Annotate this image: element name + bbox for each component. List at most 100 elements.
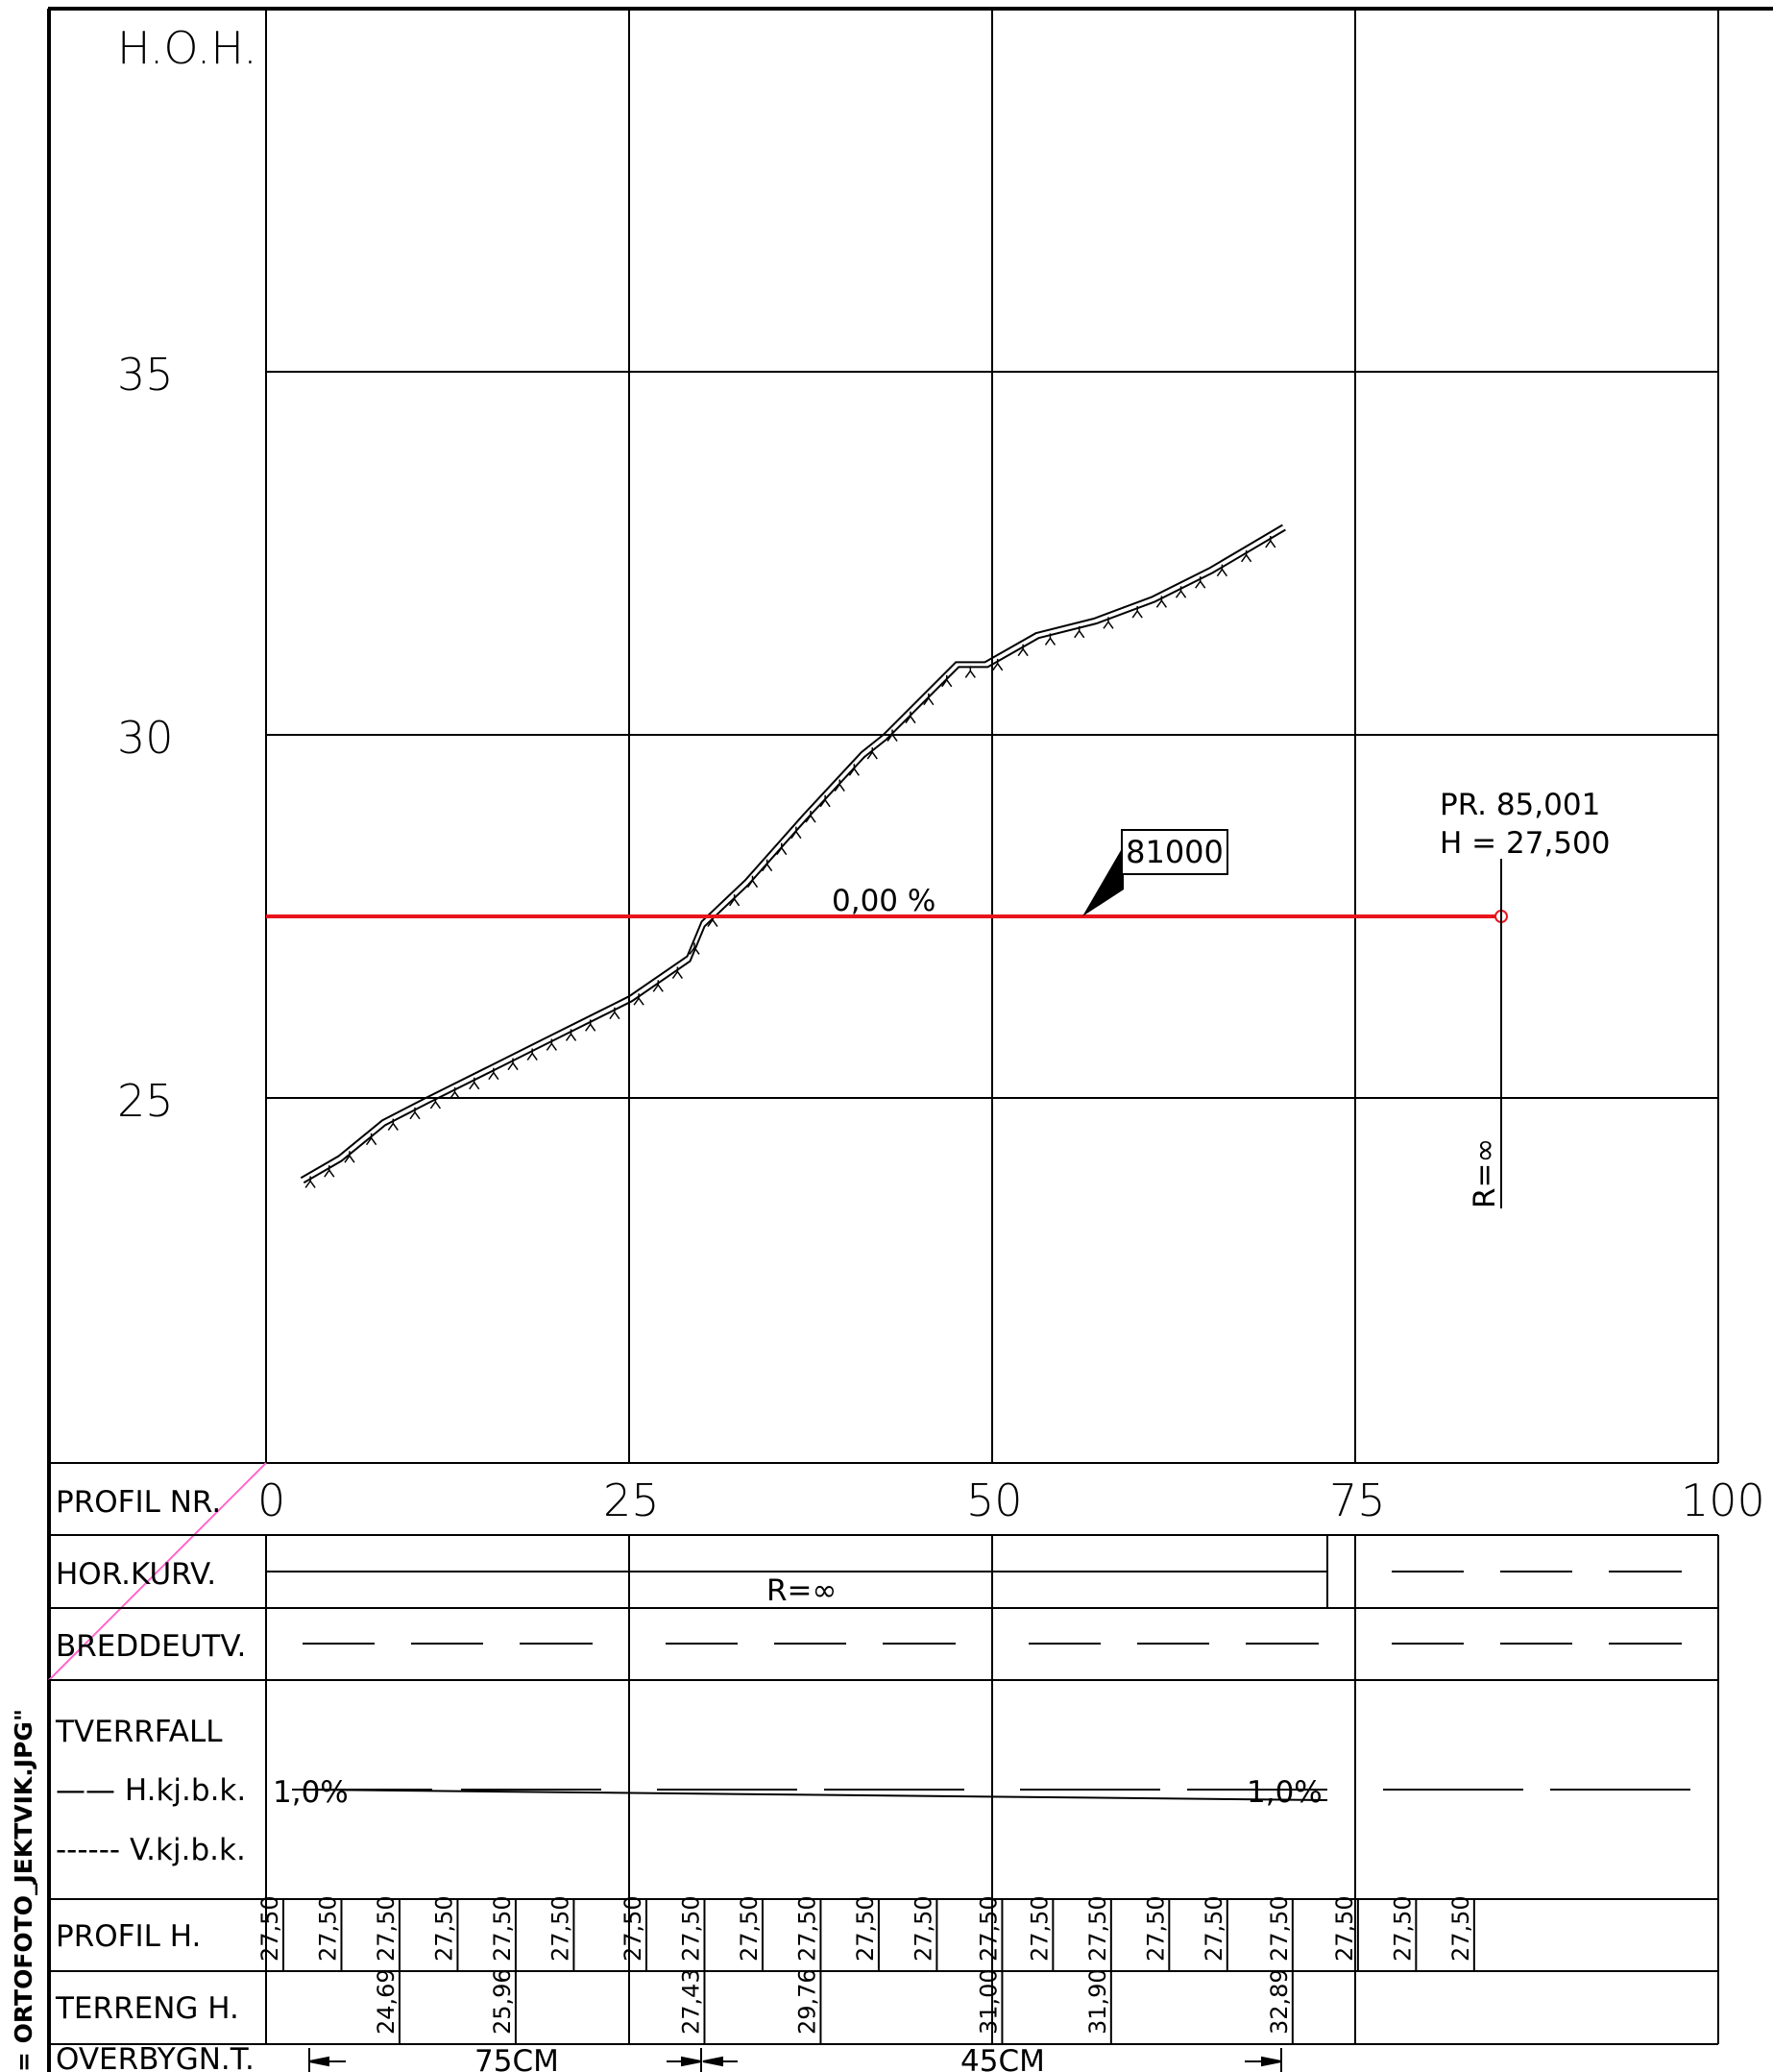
row-label-vkj: ------ V.kj.b.k.: [56, 1833, 246, 1867]
grade-label: 0,00 %: [832, 884, 935, 918]
terrain-hatch-tick: [805, 811, 816, 823]
terreng-h-value: 29,76: [793, 1968, 820, 2035]
terrain-hatch-tick: [429, 1096, 442, 1109]
terrain-profile: [300, 524, 1286, 1188]
profil-h-value: 27,50: [1084, 1895, 1111, 1962]
band-table: [49, 1534, 1719, 2045]
terrain-hatch-tick: [1074, 625, 1085, 639]
terrain-hatch-tick: [507, 1058, 519, 1071]
terrain-hatch-tick: [526, 1048, 538, 1060]
terrain-hatch-tick: [1017, 644, 1029, 657]
terreng-h-value: 27,43: [677, 1968, 704, 2035]
profil-h-value: 27,50: [373, 1895, 400, 1962]
terreng-h-values: 24,69 25,96 27,43 29,76 31,00 31,90 32,89: [373, 1968, 1294, 2044]
row-label-hor-kurv: HOR.KURV.: [56, 1557, 216, 1592]
overbygn-left-label: 75CM: [474, 2044, 559, 2072]
profil-h-values: 27,50 27,50 27,50 27,50 27,50 27,50 27,50 27,50…: [256, 1895, 1475, 1971]
hor-radius-label: R=∞: [766, 1573, 837, 1608]
terrain-hatch-tick: [469, 1077, 480, 1090]
terreng-h-value: 31,90: [1084, 1968, 1111, 2035]
terrain-hatch-tick: [819, 794, 831, 808]
row-label-terreng-h: TERRENG H.: [55, 1991, 239, 2026]
pr-station-label: PR. 85,001: [1440, 788, 1600, 822]
profil-h-value: 27,50: [489, 1895, 516, 1962]
terrain-hatch-tick: [834, 779, 845, 792]
terrain-hatch-tick: [609, 1007, 620, 1020]
terrain-hatch-tick: [905, 711, 916, 724]
terrain-hatch-tick: [866, 747, 878, 760]
terrain-hatch-tick: [324, 1165, 335, 1178]
tag-label: 81000: [1126, 834, 1224, 870]
y-tick-35: 35: [117, 349, 174, 401]
terrain-hatch-tick: [671, 966, 684, 979]
profil-h-value: 27,50: [1201, 1895, 1227, 1962]
terrain-hatch-tick: [344, 1151, 355, 1163]
terrain-hatch-tick: [366, 1133, 377, 1146]
x-tick-100: 100: [1681, 1475, 1765, 1526]
profil-h-value: 27,50: [1331, 1895, 1358, 1962]
row-label-breddeutv: BREDDEUTV.: [56, 1629, 246, 1664]
row-label-tverrfall: TVERRFALL: [55, 1715, 223, 1749]
y-tick-25: 25: [117, 1075, 174, 1127]
terrain-hatch-tick: [585, 1019, 596, 1032]
terrain-hatch-tick: [488, 1067, 499, 1081]
terreng-h-value: 24,69: [373, 1968, 400, 2035]
profil-h-value: 27,50: [619, 1895, 646, 1962]
terrain-hatch-tick: [992, 658, 1004, 671]
profil-h-value: 27,50: [546, 1895, 573, 1962]
overbygn-right-label: 45CM: [960, 2044, 1045, 2072]
profil-h-value: 27,50: [430, 1895, 457, 1962]
x-tick-25: 25: [603, 1475, 660, 1526]
y-axis-title: H.O.H.: [117, 22, 257, 74]
terrain-hatch-tick: [1044, 633, 1057, 646]
terrain-hatch-tick: [762, 859, 773, 872]
terrain-hatch-tick: [565, 1029, 577, 1041]
plot-grid: [49, 9, 1719, 1464]
terrain-hatch-tick: [633, 993, 644, 1006]
terrain-hatch-tick: [848, 764, 860, 776]
tverrfall-lines: [292, 1789, 1690, 1801]
terrain-hatch-tick: [964, 666, 976, 678]
terrain-hatch-tick: [1175, 586, 1187, 598]
terrain-hatch-tick: [546, 1038, 557, 1051]
terrain-hatch-tick: [1195, 576, 1206, 589]
terrain-hatch-tick: [1265, 535, 1276, 548]
profil-h-value: 27,50: [1266, 1895, 1293, 1962]
terrain-hatch-tick: [1155, 596, 1168, 608]
profil-h-value: 27,50: [256, 1895, 283, 1962]
tag-pointer: [1082, 845, 1124, 916]
terrain-hatch-tick: [729, 893, 741, 907]
profil-h-value: 27,50: [314, 1895, 341, 1962]
terrain-hatch-tick: [1240, 549, 1252, 563]
terreng-h-value: 25,96: [489, 1968, 516, 2035]
side-xref-label: = ORTOFOTO_JEKTVIK.JPG": [10, 1709, 37, 2072]
row-label-profil-nr: PROFIL NR.: [56, 1485, 221, 1520]
terrain-hatch-tick: [409, 1107, 421, 1120]
terreng-h-value: 31,00: [975, 1968, 1002, 2035]
profil-h-value: 27,50: [1142, 1895, 1169, 1962]
profil-h-value: 27,50: [1447, 1895, 1474, 1962]
y-tick-30: 30: [117, 712, 174, 764]
terrain-hatch-tick: [652, 980, 664, 992]
terreng-h-value: 32,89: [1266, 1968, 1293, 2035]
profil-h-value: 27,50: [1026, 1895, 1053, 1962]
terrain-hatch-tick: [689, 942, 700, 955]
tverrfall-right-label: 1,0%: [1247, 1775, 1323, 1810]
terrain-hatch-tick: [886, 729, 898, 742]
terrain-hatch-tick: [941, 674, 953, 688]
reference-diagonal: [48, 1462, 267, 1681]
terrain-hatch-tick: [304, 1176, 316, 1188]
profil-h-value: 27,50: [1389, 1895, 1416, 1962]
x-tick-50: 50: [966, 1475, 1023, 1526]
row-label-hkj: —— H.kj.b.k.: [56, 1773, 246, 1808]
row-label-overbygn: OVERBYGN.T.: [56, 2042, 255, 2072]
profil-h-value: 27,50: [852, 1895, 879, 1962]
vertical-radius-label: R=∞: [1468, 1138, 1502, 1208]
terrain-hatch-tick: [790, 826, 802, 840]
terrain-hatch-tick: [1216, 564, 1228, 577]
x-tick-75: 75: [1329, 1475, 1386, 1526]
terrain-hatch-tick: [1103, 617, 1114, 629]
terrain-hatch-tick: [449, 1086, 461, 1100]
profil-h-value: 27,50: [975, 1895, 1002, 1962]
